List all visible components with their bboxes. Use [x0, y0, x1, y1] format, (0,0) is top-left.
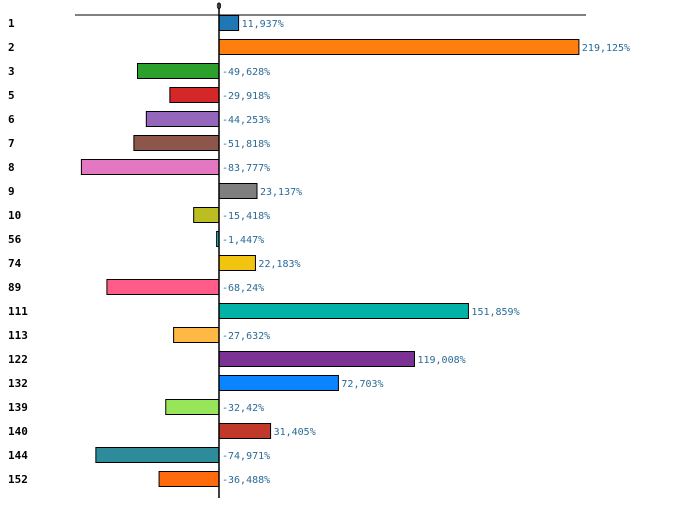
value-label: -74,971%: [222, 451, 270, 462]
value-label: 219,125%: [582, 43, 630, 54]
bar-8: [80, 159, 220, 175]
value-label: -49,628%: [222, 67, 270, 78]
category-label: 74: [8, 257, 22, 270]
category-label: 113: [8, 329, 28, 342]
bar-2: [218, 39, 580, 55]
category-label: 111: [8, 305, 28, 318]
value-label: -27,632%: [222, 331, 270, 342]
category-label: 56: [8, 233, 22, 246]
category-label: 1: [8, 17, 15, 30]
bar-132: [218, 375, 339, 391]
value-label: 11,937%: [242, 19, 284, 30]
category-label: 7: [8, 137, 15, 150]
category-label: 3: [8, 65, 15, 78]
bar-144: [95, 447, 220, 463]
bar-113: [173, 327, 220, 343]
bar-5: [169, 87, 220, 103]
value-label: -32,42%: [222, 403, 264, 414]
bars-group: [80, 15, 580, 487]
bar-122: [218, 351, 415, 367]
category-label: 140: [8, 425, 28, 438]
value-label: -15,418%: [222, 211, 270, 222]
value-label: -51,818%: [222, 139, 270, 150]
category-label: 144: [8, 449, 28, 462]
bar-6: [145, 111, 220, 127]
value-label: 119,008%: [417, 355, 465, 366]
value-label: 23,137%: [260, 187, 302, 198]
value-label: -29,918%: [222, 91, 270, 102]
category-label: 139: [8, 401, 28, 414]
bar-3: [136, 63, 220, 79]
bar-89: [106, 279, 220, 295]
bar-74: [218, 255, 256, 271]
category-label: 2: [8, 41, 15, 54]
category-label: 9: [8, 185, 15, 198]
category-label: 122: [8, 353, 28, 366]
bar-139: [165, 399, 220, 415]
value-label: 72,703%: [341, 379, 383, 390]
value-labels-group: 11,937% 219,125% -49,628% -29,918% -44,253% -…: [222, 19, 630, 486]
value-label: -1,447%: [222, 235, 264, 246]
bar-7: [133, 135, 220, 151]
bar-140: [218, 423, 272, 439]
value-label: -44,253%: [222, 115, 270, 126]
bar-9: [218, 183, 258, 199]
bar-1: [218, 15, 240, 31]
bar-10: [193, 207, 220, 223]
value-label: -68,24%: [222, 283, 264, 294]
category-label: 152: [8, 473, 28, 486]
value-label: -83,777%: [222, 163, 270, 174]
value-label: -36,488%: [222, 475, 270, 486]
category-label: 10: [8, 209, 21, 222]
category-label: 132: [8, 377, 28, 390]
value-label: 151,859%: [471, 307, 519, 318]
value-label: 22,183%: [258, 259, 300, 270]
bar-152: [158, 471, 220, 487]
category-label: 89: [8, 281, 21, 294]
category-label: 6: [8, 113, 15, 126]
value-label: 31,405%: [274, 427, 316, 438]
category-label: 5: [8, 89, 15, 102]
bar-111: [218, 303, 469, 319]
category-label: 8: [8, 161, 15, 174]
